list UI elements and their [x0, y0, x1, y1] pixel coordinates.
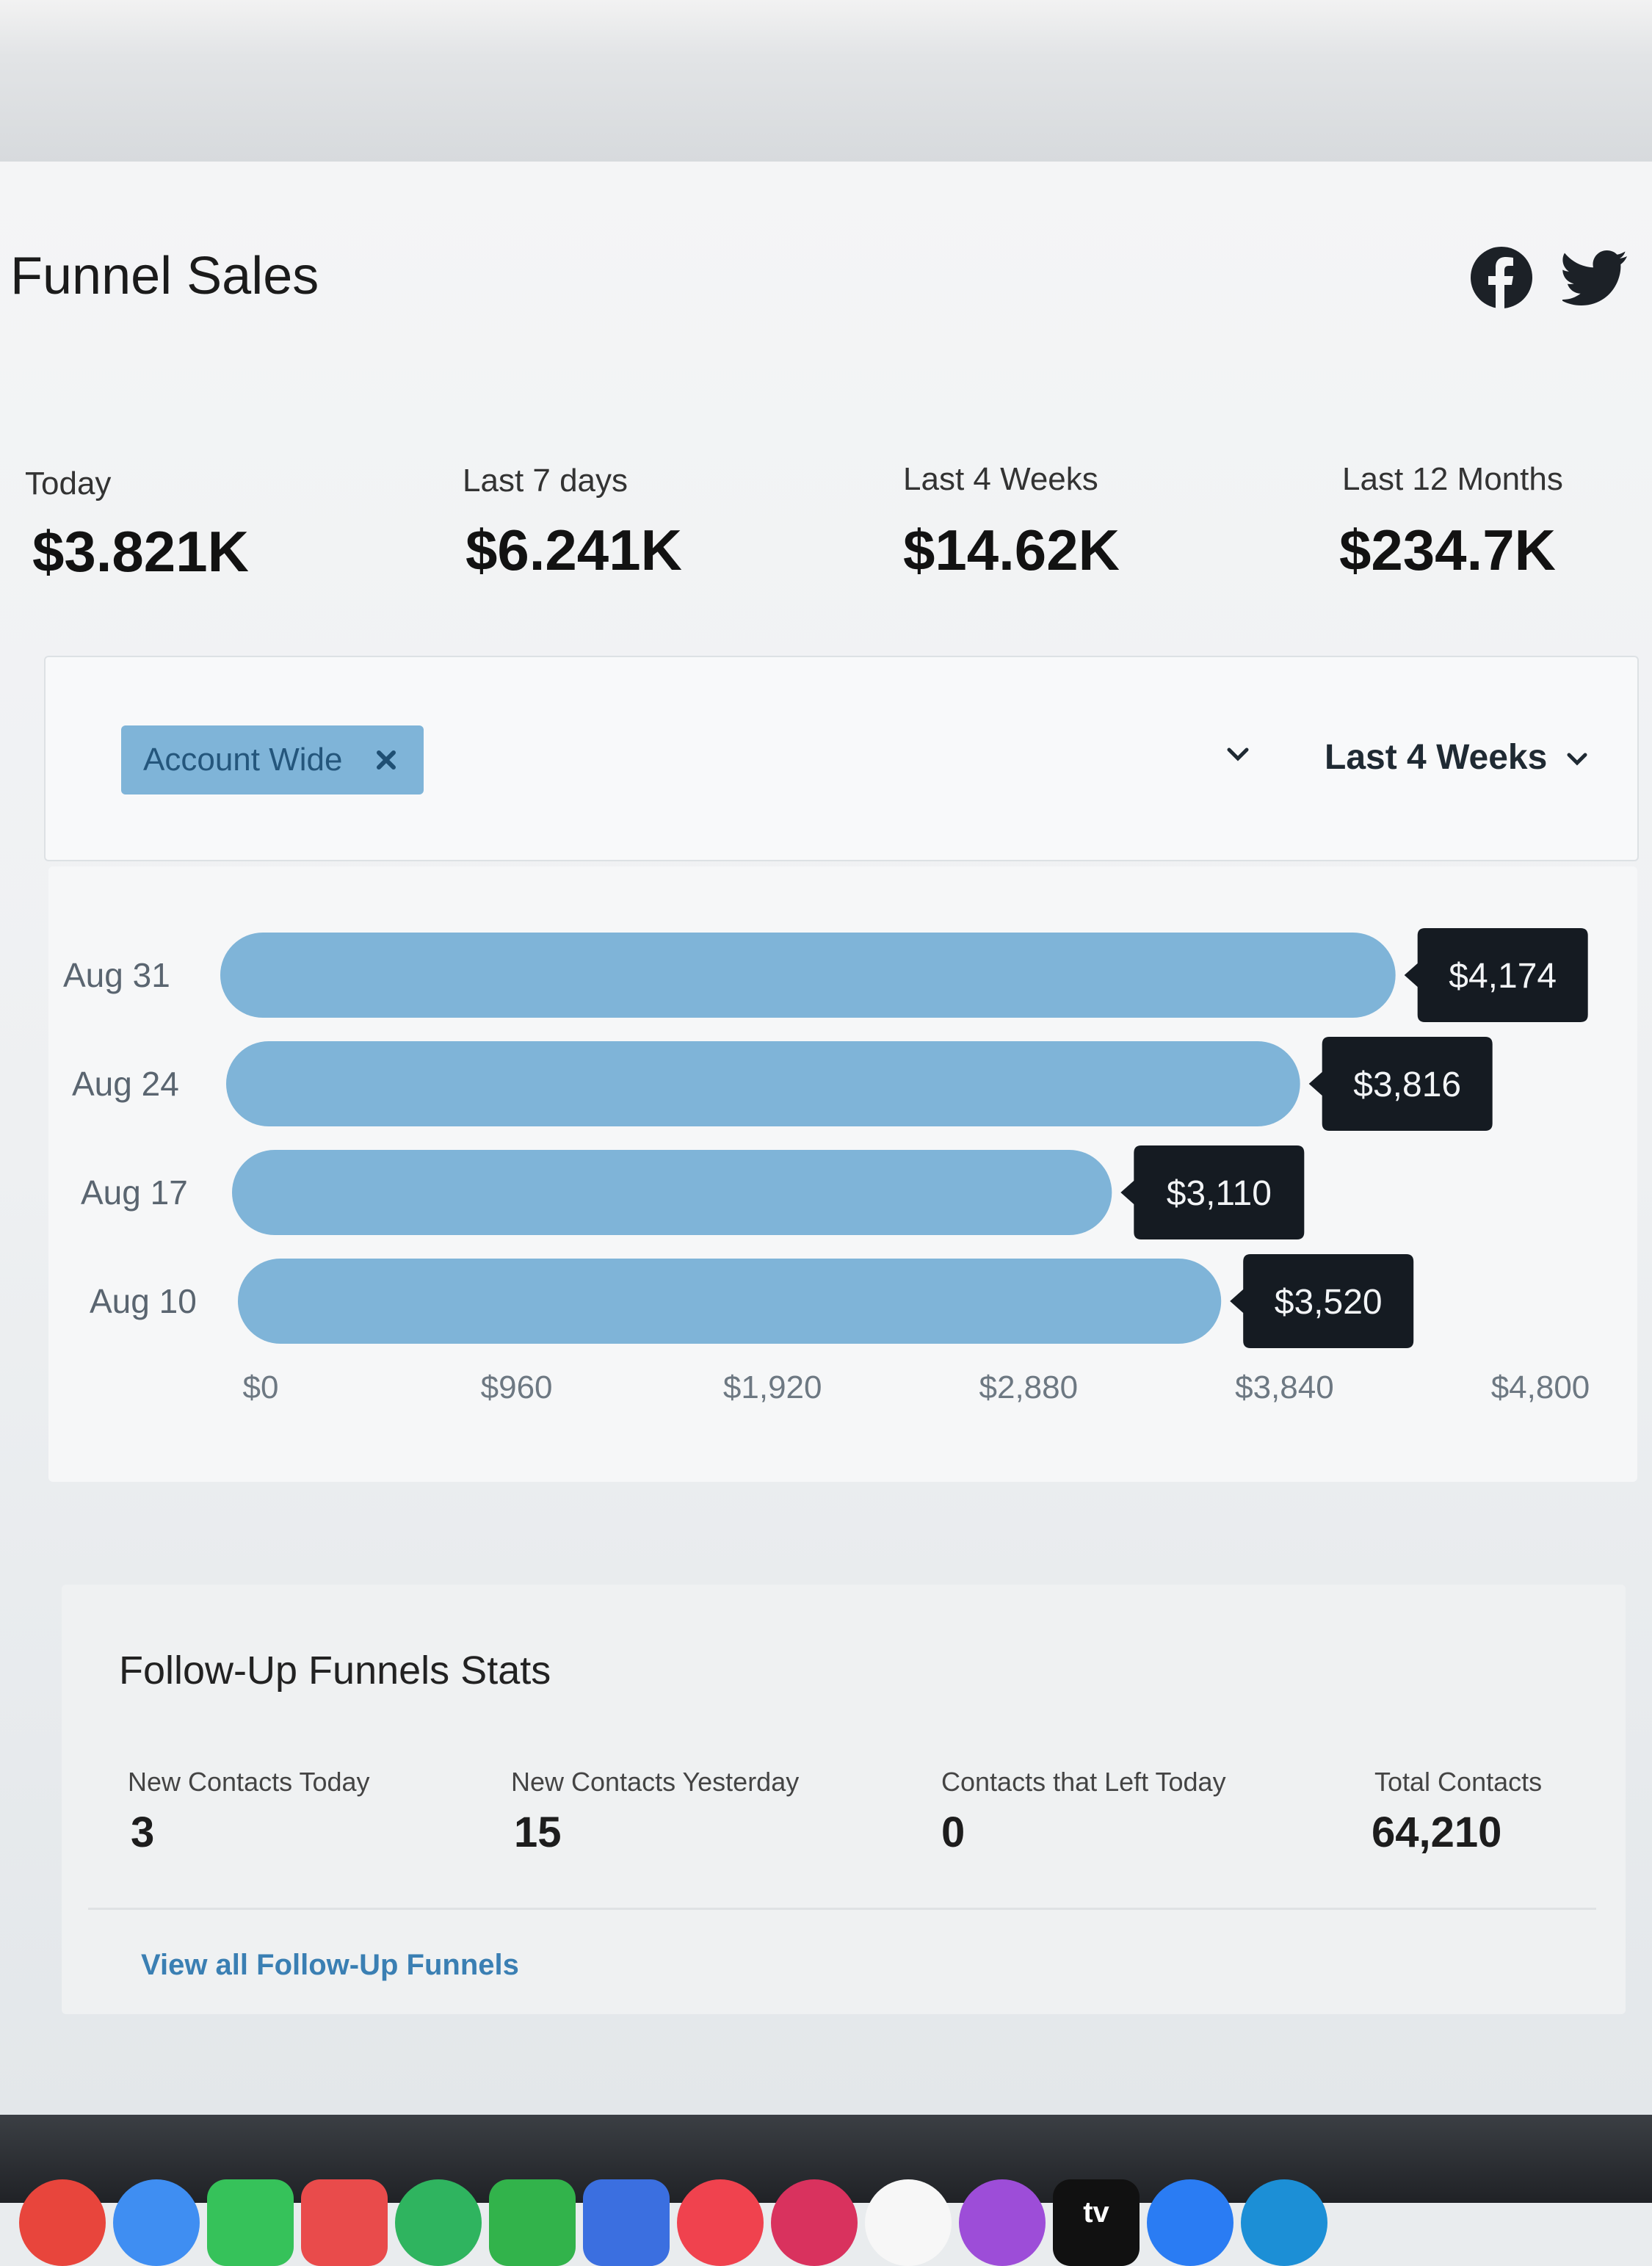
filter-dropdown-button[interactable] [1225, 743, 1251, 769]
bar-category-label: Aug 31 [63, 956, 170, 994]
sales-bar[interactable] [238, 1259, 1222, 1344]
period-select-label: Last 4 Weeks [1325, 738, 1548, 777]
appletv-label: tv [1083, 2196, 1109, 2229]
view-all-follow-up-funnels-link[interactable]: View all Follow-Up Funnels [141, 1949, 519, 1981]
chevron-down-icon [1227, 748, 1249, 761]
divider [88, 1908, 1596, 1910]
stat-label-last-12-months: Last 12 Months [1342, 461, 1563, 497]
bar-category-label: Aug 10 [90, 1282, 197, 1320]
period-select[interactable]: Last 4 Weeks [1325, 737, 1590, 778]
fu-value-new-contacts-yesterday: 15 [514, 1809, 562, 1856]
podcasts-icon[interactable] [959, 2179, 1046, 2266]
sales-bar[interactable] [226, 1041, 1300, 1126]
facebook-share-button[interactable] [1471, 247, 1532, 308]
page-title: Funnel Sales [10, 247, 319, 305]
bar-value-label: $3,110 [1167, 1174, 1272, 1213]
x-axis-tick-label: $4,800 [1491, 1369, 1590, 1405]
sales-bar[interactable] [232, 1150, 1112, 1235]
news-icon[interactable] [677, 2179, 764, 2266]
fu-label-total-contacts: Total Contacts [1374, 1767, 1543, 1797]
x-axis-tick-label: $960 [481, 1369, 553, 1405]
sales-bar-chart: Aug 31 $4,174 Aug 24 $3,816 Aug 17 $3,110 Aug … [63, 928, 1590, 1405]
bar-category-label: Aug 24 [72, 1065, 179, 1103]
close-icon [377, 750, 396, 770]
bar-category-label: Aug 17 [81, 1173, 188, 1212]
x-axis-tick-label: $3,840 [1235, 1369, 1334, 1405]
x-axis-tick-label: $2,880 [979, 1369, 1079, 1405]
numbers-icon[interactable] [489, 2179, 576, 2266]
chip-remove-button[interactable] [368, 742, 405, 782]
keynote-icon[interactable] [583, 2179, 670, 2266]
fu-label-contacts-left-today: Contacts that Left Today [941, 1767, 1226, 1797]
stat-value-last-4-weeks: $14.62K [903, 518, 1120, 582]
bar-value-tooltip [1120, 1145, 1305, 1239]
chrome-icon[interactable] [19, 2179, 106, 2266]
twitter-icon [1562, 250, 1627, 305]
fu-value-contacts-left-today: 0 [941, 1809, 966, 1856]
stat-label-last-4-weeks: Last 4 Weeks [903, 461, 1098, 497]
facetime-icon[interactable] [207, 2179, 294, 2266]
music-icon[interactable] [865, 2179, 952, 2266]
finder-icon[interactable] [113, 2179, 200, 2266]
chevron-down-icon [1567, 753, 1587, 766]
stat-value-today: $3.821K [32, 519, 249, 584]
twitter-share-button[interactable] [1562, 250, 1629, 305]
chip-label: Account Wide [143, 742, 343, 778]
stat-value-last-12-months: $234.7K [1339, 518, 1556, 582]
fu-label-new-contacts-yesterday: New Contacts Yesterday [511, 1767, 800, 1797]
skype-icon[interactable] [1241, 2179, 1327, 2266]
x-axis-tick-label: $1,920 [723, 1369, 822, 1405]
bar-value-label: $4,174 [1449, 957, 1557, 996]
evernote-icon[interactable] [395, 2179, 482, 2266]
stat-value-last-7-days: $6.241K [465, 518, 682, 582]
calendar-icon[interactable] [301, 2179, 388, 2266]
bar-value-tooltip [1308, 1037, 1493, 1131]
bar-value-tooltip [1404, 928, 1588, 1022]
facebook-icon [1471, 247, 1532, 308]
sales-bar[interactable] [220, 933, 1396, 1018]
fu-value-new-contacts-today: 3 [131, 1809, 155, 1856]
cardhop-icon[interactable] [771, 2179, 858, 2266]
appletv-icon[interactable]: tv [1053, 2179, 1140, 2266]
appstore-icon[interactable] [1147, 2179, 1233, 2266]
stat-label-last-7-days: Last 7 days [463, 463, 628, 499]
bar-value-label: $3,520 [1275, 1283, 1383, 1322]
fu-value-total-contacts: 64,210 [1372, 1809, 1502, 1856]
follow-up-stats-title: Follow-Up Funnels Stats [119, 1648, 551, 1693]
account-wide-filter-chip[interactable]: Account Wide [121, 725, 424, 794]
fu-label-new-contacts-today: New Contacts Today [128, 1767, 370, 1797]
follow-up-stats-card [62, 1585, 1626, 2014]
bar-value-tooltip [1230, 1254, 1414, 1348]
bar-value-label: $3,816 [1353, 1065, 1461, 1104]
stat-label-today: Today [25, 466, 112, 502]
x-axis-tick-label: $0 [243, 1369, 279, 1405]
browser-top-band [0, 0, 1652, 162]
